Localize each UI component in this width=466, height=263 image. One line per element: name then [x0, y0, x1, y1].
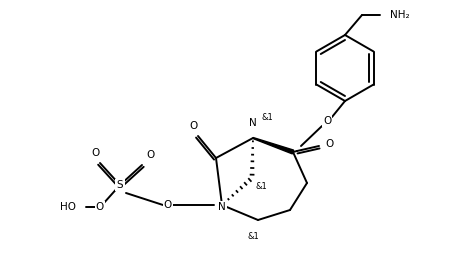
- Text: NH₂: NH₂: [390, 10, 410, 20]
- Text: N: N: [249, 118, 257, 128]
- Text: N: N: [218, 202, 226, 212]
- Text: O: O: [189, 121, 197, 131]
- Text: O: O: [323, 116, 331, 126]
- Text: O: O: [92, 148, 100, 158]
- Text: O: O: [325, 139, 333, 149]
- Text: &1: &1: [261, 113, 273, 122]
- Text: O: O: [146, 150, 154, 160]
- Text: HO: HO: [60, 202, 76, 212]
- Text: O: O: [164, 200, 172, 210]
- Text: S: S: [116, 180, 123, 190]
- Text: &1: &1: [256, 182, 268, 191]
- Polygon shape: [253, 138, 294, 154]
- Text: O: O: [96, 202, 104, 212]
- Text: &1: &1: [247, 232, 259, 241]
